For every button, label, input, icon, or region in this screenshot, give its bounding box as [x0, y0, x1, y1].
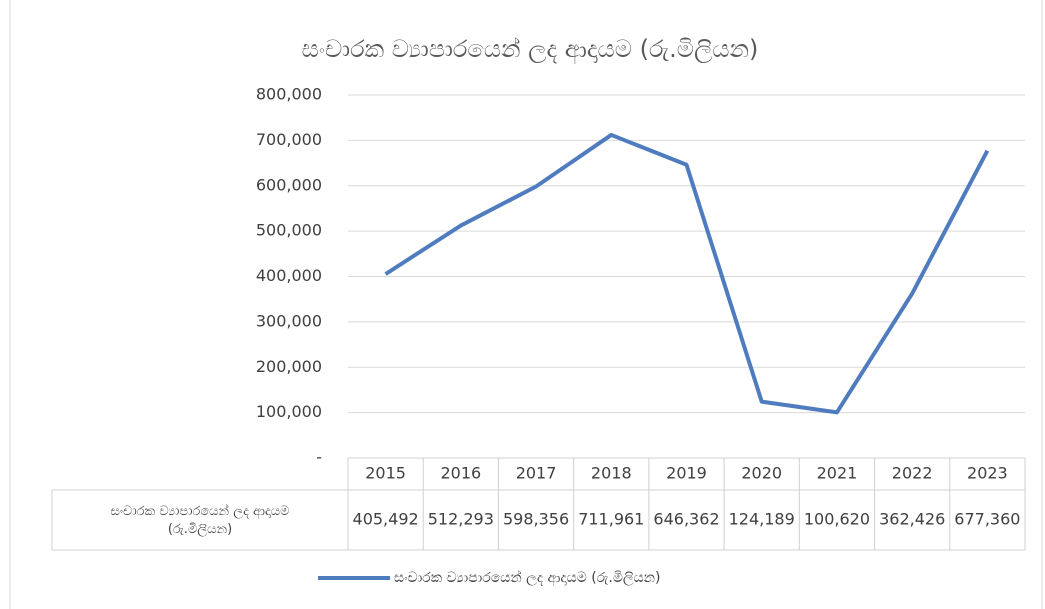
table-value: 362,426 — [879, 510, 945, 529]
x-tick-label: 2023 — [967, 464, 1008, 483]
y-tick-label: 700,000 — [256, 130, 322, 149]
x-tick-label: 2021 — [817, 464, 858, 483]
y-tick-label: 300,000 — [256, 311, 322, 330]
table-value: 677,360 — [954, 510, 1020, 529]
y-tick-label: 500,000 — [256, 221, 322, 240]
y-tick-label: 600,000 — [256, 175, 322, 194]
series-line — [384, 132, 990, 415]
y-tick-label: 200,000 — [256, 357, 322, 376]
table-value: 598,356 — [503, 510, 569, 529]
table-value: 405,492 — [353, 510, 419, 529]
x-tick-label: 2018 — [591, 464, 632, 483]
chart-title: සංචාරක ව්‍යාපාරයෙන් ලද ආදායම (රු.මිලියන) — [302, 35, 759, 65]
x-tick-label: 2017 — [516, 464, 557, 483]
chart-frame — [9, 0, 1043, 609]
y-tick-label: - — [316, 448, 322, 467]
table-value: 100,620 — [804, 510, 870, 529]
table-value: 646,362 — [653, 510, 719, 529]
table-value: 711,961 — [578, 510, 644, 529]
legend-label: සංචාරක ව්‍යාපාරයෙන් ලද ආදායම (රු.මිලියන) — [394, 570, 660, 587]
table-value: 124,189 — [729, 510, 795, 529]
x-tick-label: 2020 — [741, 464, 782, 483]
x-tick-label: 2015 — [365, 464, 406, 483]
table-row-label: සංචාරක ව්‍යාපාරයෙන් ලද ආදායම (රු.මිලියන) — [111, 502, 290, 536]
y-tick-label: 400,000 — [256, 266, 322, 285]
table-value: 512,293 — [428, 510, 494, 529]
x-tick-label: 2022 — [892, 464, 933, 483]
y-tick-label: 800,000 — [256, 85, 322, 104]
x-tick-label: 2016 — [440, 464, 481, 483]
x-tick-label: 2019 — [666, 464, 707, 483]
y-tick-label: 100,000 — [256, 402, 322, 421]
